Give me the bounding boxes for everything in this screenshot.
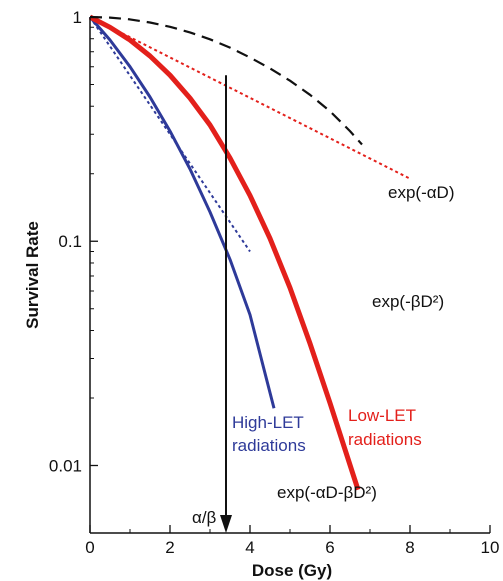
series-exp-d <box>89 15 363 146</box>
x-tick-label: 0 <box>85 538 94 557</box>
series-exp-d <box>89 16 411 180</box>
x-tick-label: 4 <box>245 538 254 557</box>
y-tick-label: 0.1 <box>58 232 82 251</box>
y-axis-title: Survival Rate <box>23 221 42 329</box>
label-low-let-line2: radiations <box>348 430 422 449</box>
tick-labels: 0 2 4 6 8 10 1 0.1 0.01 <box>49 8 500 557</box>
series-high-let-initial-slope <box>89 16 251 253</box>
x-tick-label: 10 <box>481 538 500 557</box>
annotation-alpha-beta: α/β <box>192 508 217 527</box>
series-high-let-radiations <box>88 16 276 409</box>
label-high-let-line2: radiations <box>232 436 306 455</box>
series-layer <box>88 14 411 491</box>
x-tick-label: 8 <box>405 538 414 557</box>
tick-marks <box>89 16 491 534</box>
alpha-beta-arrow-head <box>220 515 232 533</box>
x-axis-title: Dose (Gy) <box>252 561 332 580</box>
alpha-beta-marker <box>220 75 232 533</box>
annotation-exp-alpha: exp(-αD) <box>388 183 455 202</box>
y-tick-label: 1 <box>73 8 82 27</box>
annotation-exp-combined: exp(-αD-βD²) <box>277 483 377 502</box>
series-low-let-radiations <box>88 14 361 491</box>
label-low-let-line1: Low-LET <box>348 406 416 425</box>
annotation-exp-beta: exp(-βD²) <box>372 292 444 311</box>
x-tick-label: 2 <box>165 538 174 557</box>
label-high-let-line1: High-LET <box>232 413 304 432</box>
x-tick-label: 6 <box>325 538 334 557</box>
y-tick-label: 0.01 <box>49 456 82 475</box>
